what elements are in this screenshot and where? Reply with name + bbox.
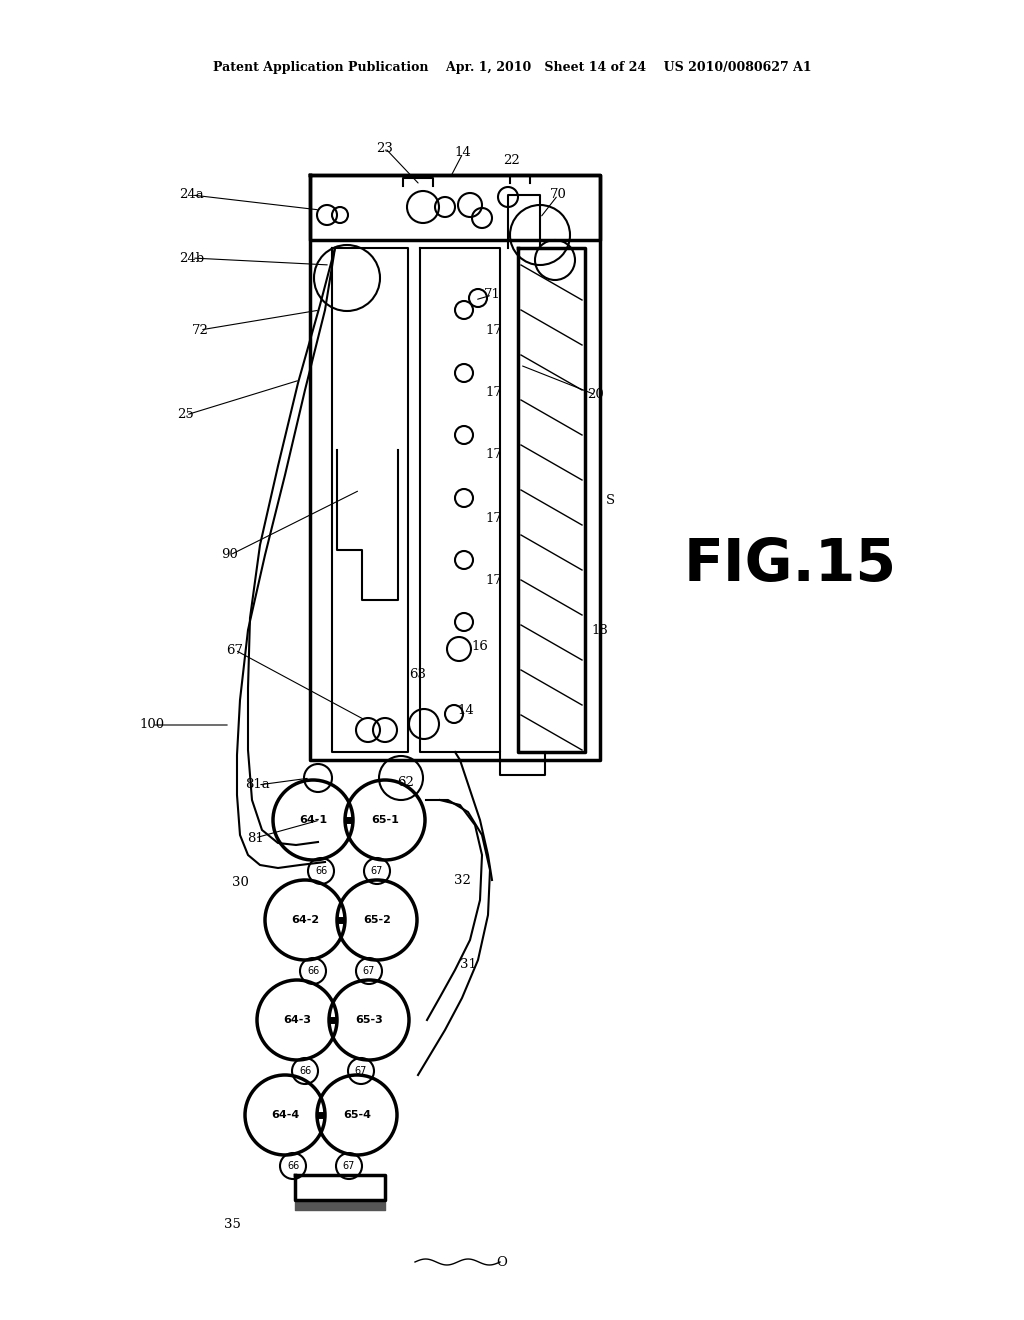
Text: Patent Application Publication    Apr. 1, 2010   Sheet 14 of 24    US 2010/00806: Patent Application Publication Apr. 1, 2…	[213, 62, 811, 74]
Text: 64-1: 64-1	[299, 814, 327, 825]
Text: 81: 81	[247, 832, 263, 845]
Text: 17: 17	[485, 449, 503, 462]
Text: 71: 71	[483, 289, 501, 301]
Text: S: S	[605, 494, 614, 507]
Text: 30: 30	[231, 876, 249, 890]
Text: 66: 66	[314, 866, 327, 876]
Text: 25: 25	[177, 408, 195, 421]
Text: 22: 22	[504, 154, 520, 168]
Text: 24a: 24a	[179, 189, 205, 202]
Text: 64-4: 64-4	[271, 1110, 299, 1119]
Text: 67: 67	[371, 866, 383, 876]
Text: 18: 18	[592, 623, 608, 636]
Text: 14: 14	[455, 147, 471, 160]
Text: 67: 67	[343, 1162, 355, 1171]
Text: 65-3: 65-3	[355, 1015, 383, 1026]
Text: 65-1: 65-1	[371, 814, 399, 825]
Text: 64-3: 64-3	[283, 1015, 311, 1026]
Text: 72: 72	[191, 323, 209, 337]
Text: 17: 17	[485, 511, 503, 524]
Text: FIG.15: FIG.15	[683, 536, 897, 594]
Text: 24b: 24b	[179, 252, 205, 264]
Text: 63: 63	[410, 668, 427, 681]
Text: 20: 20	[588, 388, 604, 401]
Text: 66: 66	[307, 966, 319, 975]
Text: 23: 23	[377, 141, 393, 154]
Text: 35: 35	[223, 1218, 241, 1232]
Text: 62: 62	[397, 776, 415, 788]
Text: 65-2: 65-2	[364, 915, 391, 925]
Text: 67: 67	[226, 644, 244, 656]
Text: 67: 67	[362, 966, 375, 975]
Text: 100: 100	[139, 718, 165, 731]
Text: 90: 90	[221, 549, 239, 561]
Text: 66: 66	[287, 1162, 299, 1171]
Text: 17: 17	[485, 573, 503, 586]
Text: 17: 17	[485, 387, 503, 400]
Text: 32: 32	[454, 874, 470, 887]
Text: 65-4: 65-4	[343, 1110, 371, 1119]
Text: 31: 31	[460, 958, 476, 972]
Text: 70: 70	[550, 189, 566, 202]
Text: 14: 14	[458, 704, 474, 717]
Text: 66: 66	[299, 1067, 311, 1076]
Text: 67: 67	[354, 1067, 368, 1076]
Text: 64-2: 64-2	[291, 915, 319, 925]
Text: 81a: 81a	[246, 779, 270, 792]
Text: O: O	[497, 1255, 508, 1269]
Text: 16: 16	[472, 640, 488, 653]
Text: 17: 17	[485, 323, 503, 337]
